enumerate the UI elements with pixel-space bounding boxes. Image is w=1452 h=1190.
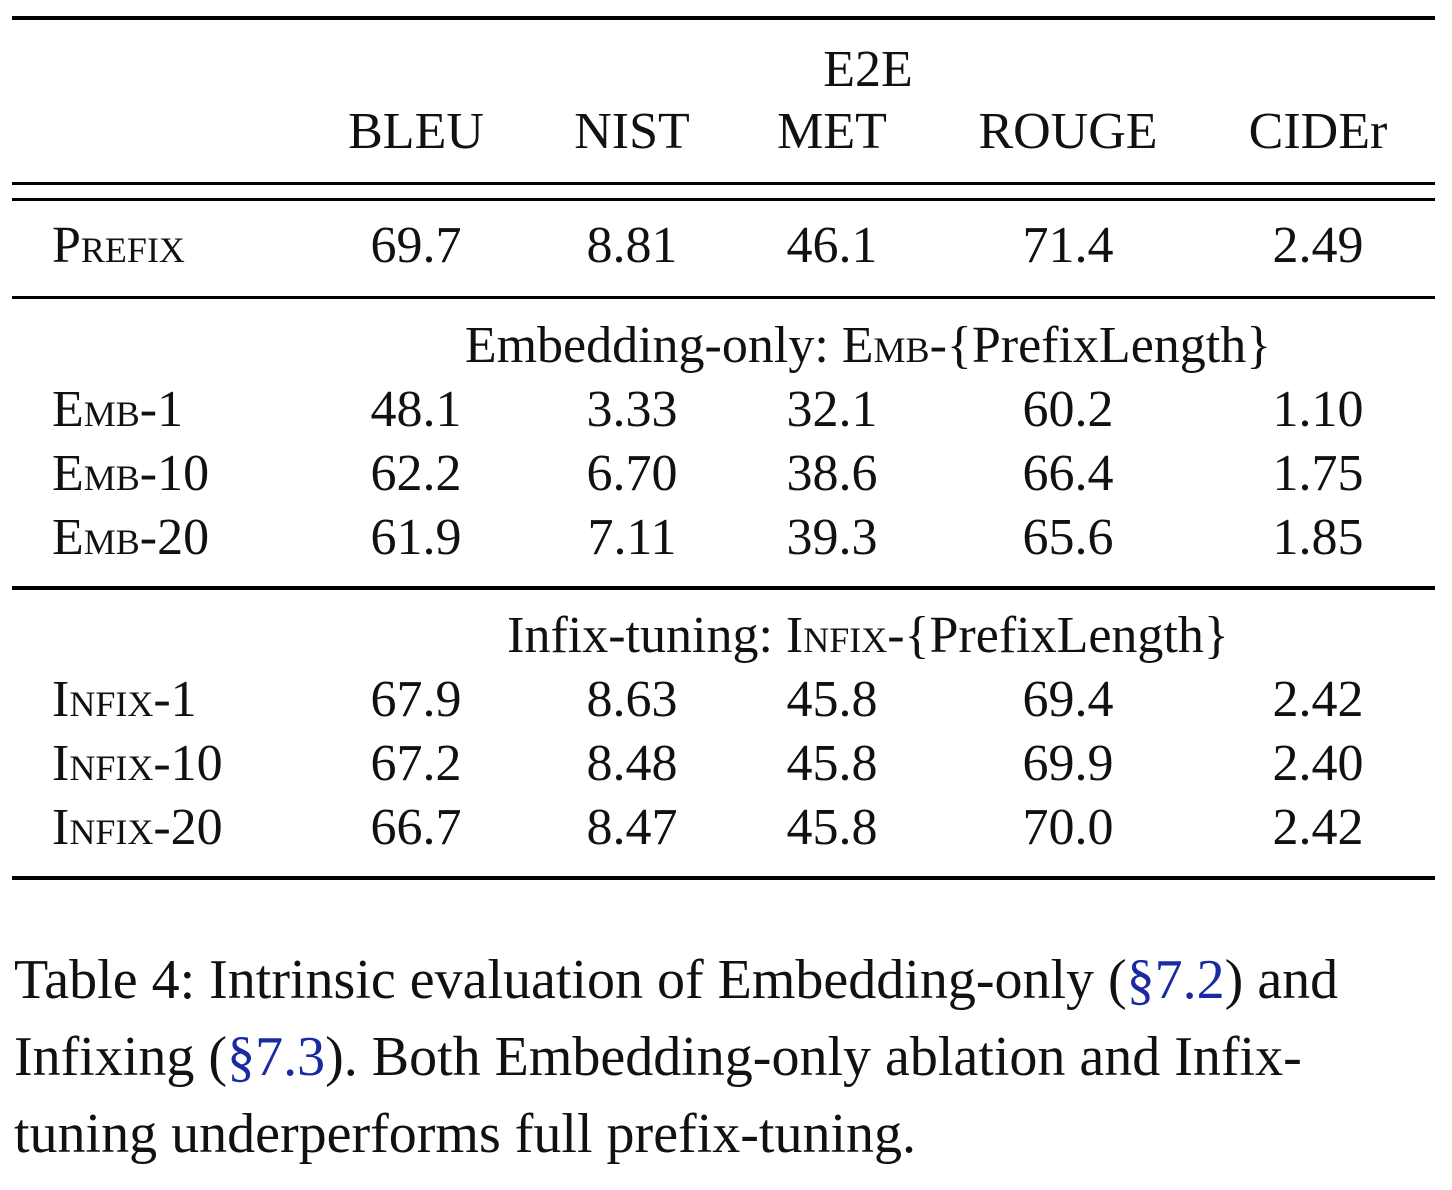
infix20-cider: 2.42 — [1272, 799, 1364, 856]
prefix-met: 46.1 — [786, 217, 878, 274]
emb1-bleu: 48.1 — [370, 381, 462, 438]
prefix-nist: 8.81 — [586, 217, 678, 274]
col-header-met: MET — [777, 103, 887, 160]
row-label-infix-10: Infix-10 — [52, 735, 223, 792]
emb10-nist: 6.70 — [586, 445, 678, 502]
section-rule-1 — [12, 296, 1435, 299]
emb10-rouge: 66.4 — [1022, 445, 1114, 502]
infix10-rouge: 69.9 — [1022, 735, 1114, 792]
row-label-prefix: Prefix — [52, 217, 185, 274]
emb10-bleu: 62.2 — [370, 445, 462, 502]
row-label-infix-20: Infix-20 — [52, 799, 223, 856]
col-header-nist: NIST — [574, 103, 690, 160]
emb1-nist: 3.33 — [586, 381, 678, 438]
row-label-emb-1: Emb-1 — [52, 381, 184, 438]
emb1-rouge: 60.2 — [1022, 381, 1114, 438]
infix10-cider: 2.40 — [1272, 735, 1364, 792]
prefix-rouge: 71.4 — [1022, 217, 1114, 274]
table-caption: Table 4: Intrinsic evaluation of Embeddi… — [14, 949, 1339, 1165]
section-title-infix: Infix-tuning: Infix-{PrefixLength} — [507, 607, 1229, 664]
emb20-bleu: 61.9 — [370, 509, 462, 566]
infix1-rouge: 69.4 — [1022, 671, 1114, 728]
bottom-rule — [12, 876, 1435, 880]
infix10-nist: 8.48 — [586, 735, 678, 792]
infix20-nist: 8.47 — [586, 799, 678, 856]
group-header-e2e: E2E — [823, 41, 913, 98]
emb1-cider: 1.10 — [1272, 381, 1364, 438]
section-title-embedding: Embedding-only: Emb-{PrefixLength} — [464, 317, 1272, 374]
emb10-cider: 1.75 — [1272, 445, 1364, 502]
infix20-met: 45.8 — [786, 799, 878, 856]
emb10-met: 38.6 — [786, 445, 878, 502]
col-header-rouge: ROUGE — [978, 103, 1158, 160]
row-label-infix-1: Infix-1 — [52, 671, 197, 728]
section-ref-7-2[interactable]: §7.2 — [1126, 949, 1225, 1011]
emb20-met: 39.3 — [786, 509, 878, 566]
row-label-emb-10: Emb-10 — [52, 445, 210, 502]
col-header-cider: CIDEr — [1248, 103, 1388, 160]
infix10-met: 45.8 — [786, 735, 878, 792]
infix20-bleu: 66.7 — [370, 799, 462, 856]
section-ref-7-3[interactable]: §7.3 — [227, 1026, 326, 1088]
col-header-bleu: BLEU — [348, 103, 484, 160]
prefix-bleu: 69.7 — [370, 217, 462, 274]
infix1-met: 45.8 — [786, 671, 878, 728]
emb20-cider: 1.85 — [1272, 509, 1364, 566]
emb1-met: 32.1 — [786, 381, 878, 438]
infix1-bleu: 67.9 — [370, 671, 462, 728]
header-double-rule-top — [12, 182, 1435, 185]
section-rule-2 — [12, 586, 1435, 590]
emb20-nist: 7.11 — [587, 509, 677, 566]
header-double-rule-bottom — [12, 198, 1435, 201]
emb20-rouge: 65.6 — [1022, 509, 1114, 566]
row-label-emb-20: Emb-20 — [52, 509, 210, 566]
prefix-cider: 2.49 — [1272, 217, 1364, 274]
infix1-cider: 2.42 — [1272, 671, 1364, 728]
infix1-nist: 8.63 — [586, 671, 678, 728]
infix20-rouge: 70.0 — [1022, 799, 1114, 856]
top-rule — [12, 16, 1435, 20]
infix10-bleu: 67.2 — [370, 735, 462, 792]
